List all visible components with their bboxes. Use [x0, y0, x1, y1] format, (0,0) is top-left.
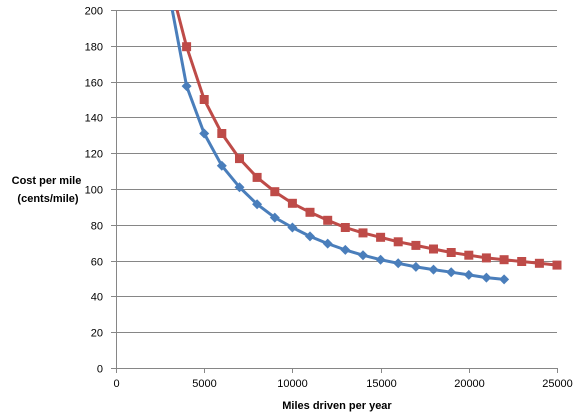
series-1-point: [481, 272, 492, 283]
y-tick-label: 100: [85, 185, 103, 197]
series-1-point: [305, 231, 315, 242]
series-2-point: [446, 248, 456, 257]
y-axis-title: Cost per mile (cents/mile): [12, 175, 85, 205]
x-tick-label: 15000: [366, 378, 397, 390]
series-2-point: [199, 95, 209, 104]
y-axis-title-line-2: (cents/mile): [17, 193, 78, 205]
series-2-point: [411, 240, 421, 250]
series-1-point: [375, 254, 386, 265]
series-1-point: [428, 264, 439, 275]
series-1-point: [216, 160, 227, 171]
y-tick-label: 60: [91, 257, 103, 269]
x-tick-label: 0: [113, 378, 119, 390]
series-1-point: [322, 238, 333, 249]
series-2-point: [270, 187, 280, 197]
x-tick-label: 25000: [542, 378, 573, 390]
axes: [111, 10, 558, 373]
x-tick-label: 20000: [454, 378, 485, 390]
series-2-point: [429, 244, 438, 254]
y-tick-label: 40: [91, 292, 103, 304]
y-tick-label: 120: [85, 149, 103, 161]
series-1-line: [170, 10, 505, 281]
series-2-point: [376, 232, 386, 242]
series-2-point: [235, 154, 244, 164]
series-2-point: [358, 228, 368, 238]
y-tick-label: 200: [85, 6, 103, 18]
plot-area: [170, 10, 562, 285]
series-1-point: [199, 128, 210, 139]
grid-lines: [116, 10, 557, 333]
y-tick-label: 0: [97, 364, 103, 376]
series-2-point: [534, 258, 544, 268]
series-2-point: [217, 129, 227, 138]
y-tick-label: 160: [85, 78, 103, 90]
x-axis-title: Miles driven per year: [282, 400, 392, 412]
y-tick-label: 140: [85, 113, 103, 125]
series-1-point: [358, 250, 368, 261]
series-2-point: [517, 257, 527, 266]
tick-labels: 0 20 40 60 80 100 120 140 160 180 200 0 5000 10000 150…: [85, 6, 573, 391]
series-1-point: [410, 261, 421, 272]
series-1-point: [499, 274, 510, 285]
series-1-point: [393, 258, 404, 269]
x-tick-label: 5000: [192, 378, 216, 390]
series-2-point: [182, 42, 192, 52]
series-2-point: [305, 207, 315, 217]
y-tick-label: 80: [91, 221, 103, 233]
series-2-point: [393, 237, 403, 247]
series-1-point: [181, 81, 192, 92]
series-2-point: [287, 198, 297, 208]
series-1-point: [287, 222, 298, 233]
series-2-point: [340, 223, 350, 232]
series-2-point: [499, 255, 509, 265]
series-1-point: [340, 244, 351, 255]
y-tick-label: 20: [91, 328, 103, 340]
series-1-point: [252, 199, 263, 210]
y-tick-label: 180: [85, 42, 103, 54]
series-2-point: [464, 250, 474, 260]
series-1-point: [234, 182, 245, 193]
series-1-point: [463, 269, 474, 280]
series-1-point: [446, 267, 457, 278]
series-2-point: [552, 260, 562, 270]
series-2-point: [323, 215, 333, 225]
series-2-point: [252, 172, 262, 182]
y-axis-title-line-1: Cost per mile: [12, 175, 82, 187]
series-2-point: [481, 253, 491, 263]
x-tick-label: 10000: [277, 378, 308, 390]
series-1-point: [269, 212, 280, 223]
